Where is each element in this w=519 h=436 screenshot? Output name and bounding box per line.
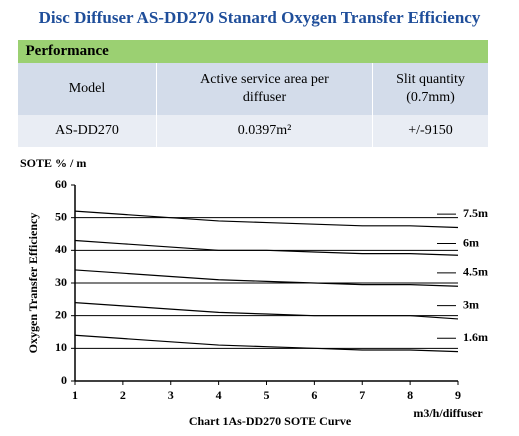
series-line (74, 302, 459, 320)
section-header: Performance (17, 40, 488, 63)
legend-label: 3m (463, 297, 479, 311)
y-tick-label: 10 (55, 340, 67, 354)
legend-label: 4.5m (463, 265, 488, 279)
cell: +/-9150 (372, 115, 488, 147)
series-line (74, 334, 459, 353)
title: Disc Diffuser AS-DD270 Stanard Oxygen Tr… (38, 8, 481, 27)
x-tick-label: 2 (120, 388, 126, 402)
y-tick-label: 20 (55, 307, 67, 321)
cell: 0.0397m² (156, 115, 373, 147)
x-tick-label: 6 (311, 388, 317, 402)
y-tick-label: 40 (55, 242, 67, 256)
y-axis-title: Oxygen Transfer Efficiency (26, 213, 40, 354)
x-axis-title: m3/h/diffuser (413, 406, 483, 420)
y-tick-label: 50 (55, 209, 67, 223)
legend-label: 6m (463, 235, 479, 249)
column-header: Model (17, 63, 157, 115)
series-line (74, 239, 459, 256)
x-tick-label: 5 (264, 388, 270, 402)
x-tick-label: 8 (407, 388, 413, 402)
series-line (74, 210, 459, 229)
x-tick-label: 4 (216, 388, 222, 402)
unit-label: SOTE % / m (20, 156, 86, 170)
caption: Chart 1As-DD270 SOTE Curve (189, 414, 352, 428)
x-tick-label: 9 (455, 388, 461, 402)
chart: SOTE % / m Oxygen Transfer Efficiency Ch… (20, 156, 488, 428)
y-tick-label: 0 (61, 373, 67, 387)
legend-label: 7.5m (463, 206, 488, 220)
y-tick-label: 30 (55, 275, 67, 289)
x-tick-label: 3 (168, 388, 174, 402)
cell: AS-DD270 (17, 115, 157, 147)
legend-label: 1.6m (463, 330, 488, 344)
x-tick-label: 7 (359, 388, 365, 402)
series-line (74, 269, 459, 287)
column-header: Slit quantity (0.7mm) (372, 63, 488, 115)
performance-table: Performance Model Active service area pe… (17, 40, 488, 147)
x-tick-label: 1 (72, 388, 78, 402)
y-tick-label: 60 (55, 177, 67, 191)
column-header: Active service area per diffuser (156, 63, 373, 115)
